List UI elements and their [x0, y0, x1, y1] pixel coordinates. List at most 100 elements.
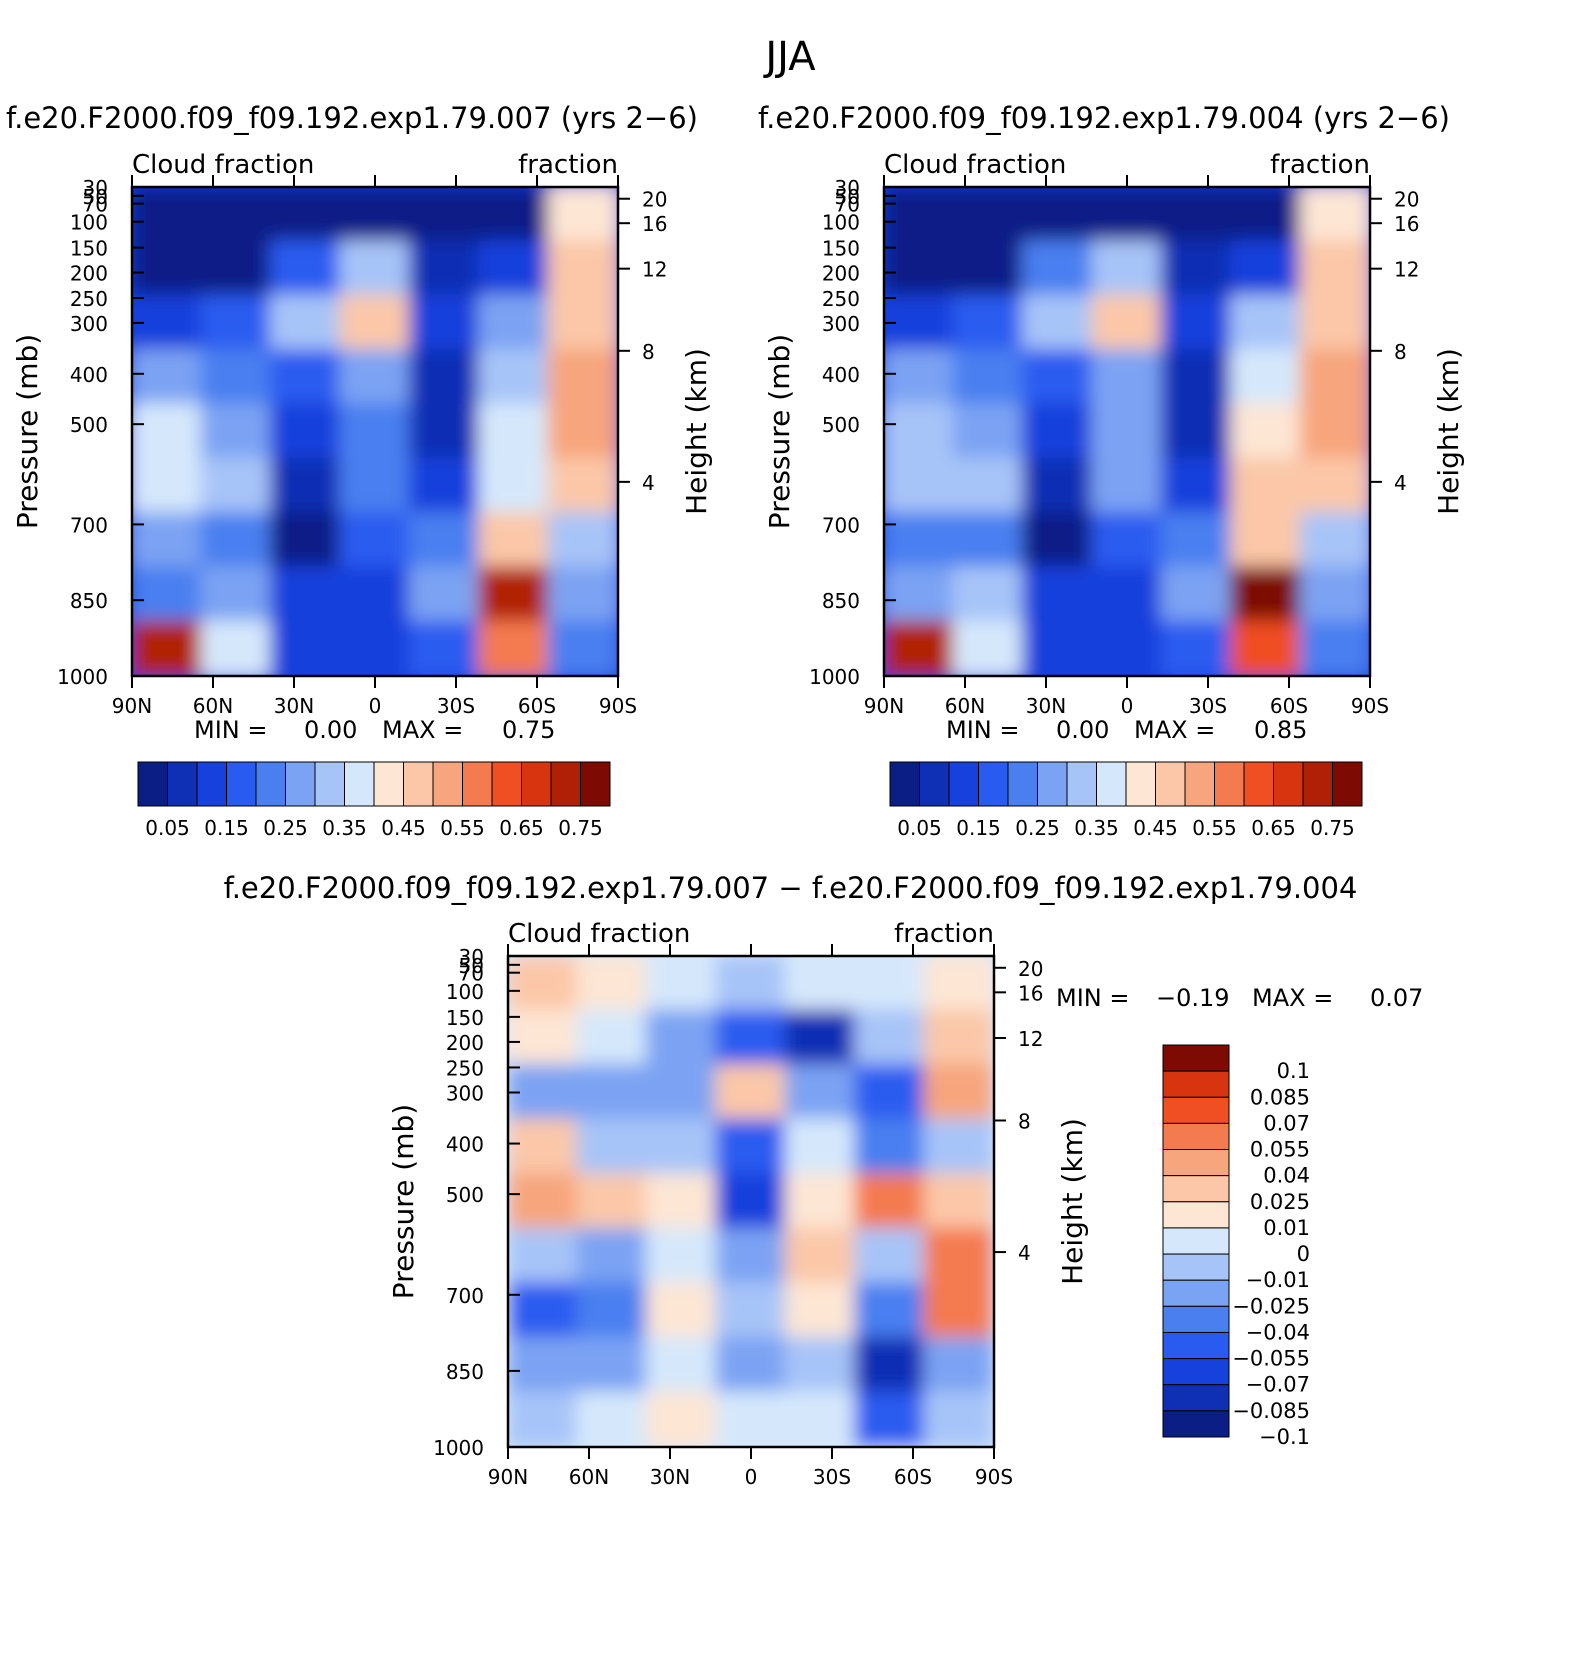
contour-cell [132, 566, 203, 623]
contour-cell [478, 566, 550, 623]
pressure-tick-label: 150 [446, 1006, 484, 1030]
contour-cell [200, 566, 272, 623]
contour-cell [576, 1227, 648, 1285]
panel-right-label: fraction [1270, 150, 1370, 180]
pressure-tick-label: 100 [70, 211, 108, 235]
panel-title-2: f.e20.F2000.f09_f09.192.exp1.79.004 (yrs… [758, 101, 1450, 135]
panel-title-1: f.e20.F2000.f09_f09.192.exp1.79.007 (yrs… [6, 101, 698, 135]
contour-cell [547, 403, 618, 460]
pressure-tick-label: 500 [446, 1183, 484, 1207]
pressure-tick-label: 850 [446, 1360, 484, 1384]
colorbar-tick-label: −0.07 [1246, 1373, 1310, 1397]
colorbar-swatch [1162, 1175, 1230, 1203]
contour-cell [132, 620, 203, 676]
contour-cell [1299, 403, 1370, 460]
contour-cell [200, 512, 272, 569]
contour-cell [1021, 240, 1094, 297]
colorbar-swatch [1125, 761, 1156, 807]
contour-cell [1160, 512, 1233, 569]
max-value: 0.85 [1254, 716, 1307, 744]
contour-cell [1021, 620, 1094, 676]
contour-cell [1091, 512, 1163, 569]
pressure-tick-label: 70 [835, 193, 860, 217]
min-label: MIN = [946, 716, 1019, 744]
pressure-tick-label: 700 [70, 513, 108, 537]
colorbar-swatch [948, 761, 979, 807]
colorbar-swatch [1184, 761, 1215, 807]
contour-cell [1230, 240, 1302, 297]
pressure-tick-label: 30 [459, 945, 484, 969]
contour-cell [200, 349, 272, 406]
contour-cell [132, 512, 203, 569]
pressure-tick-label: 30 [83, 176, 108, 200]
y-axis-label: Pressure (mb) [11, 334, 44, 529]
y2-axis-label: Height (km) [1432, 348, 1465, 515]
contour-cell [547, 294, 618, 351]
contour-cell [854, 1391, 926, 1447]
y2-axis-label: Height (km) [1056, 1118, 1089, 1285]
contour-cell [269, 403, 342, 460]
contour-cell [576, 1391, 648, 1447]
colorbar-swatch [432, 761, 463, 807]
plot-panel-3: 3050701001502002503004005007008501000201… [387, 919, 1423, 1489]
contour-cell [547, 566, 618, 623]
contour-cell [1091, 403, 1163, 460]
height-tick-label: 12 [1018, 1027, 1043, 1051]
pressure-tick-label: 700 [446, 1284, 484, 1308]
contour-cell [478, 620, 550, 676]
contour-cell [784, 1336, 857, 1394]
pressure-tick-label: 50 [835, 185, 860, 209]
pressure-tick-label: 150 [70, 237, 108, 261]
colorbar-tick-label: −0.1 [1259, 1425, 1310, 1449]
colorbar-swatch [978, 761, 1009, 807]
colorbar-swatch [521, 761, 552, 807]
lat-tick-label: 60N [945, 694, 985, 718]
colorbar-tick-label: 0.05 [145, 816, 190, 840]
colorbar-swatch [1162, 1358, 1230, 1386]
contour-cell [1230, 187, 1302, 243]
contour-cell [547, 512, 618, 569]
contour-cell [645, 1118, 718, 1176]
contour-cell [408, 187, 481, 243]
lat-tick-label: 60N [569, 1465, 609, 1489]
contour-cell [1160, 294, 1233, 351]
colorbar-swatch [1066, 761, 1097, 807]
colorbar-1: 0.05 0.15 0.25 0.35 0.45 0.55 0.65 0.75 [137, 761, 611, 840]
colorbar-swatch [919, 761, 950, 807]
contour-cell [715, 1009, 787, 1067]
contour-cell [547, 457, 618, 514]
contour-cell [784, 1009, 857, 1067]
contour-cell [269, 620, 342, 676]
colorbar-swatch [1007, 761, 1038, 807]
lat-tick-label: 30S [437, 694, 475, 718]
lat-tick-label: 30S [1189, 694, 1227, 718]
contour-cell [884, 187, 955, 243]
lat-tick-label: 60S [894, 1465, 932, 1489]
pressure-tick-label: 850 [822, 589, 860, 613]
panel-title-diff: f.e20.F2000.f09_f09.192.exp1.79.007 − f.… [223, 871, 1358, 905]
colorbar-tick-label: 0.055 [1250, 1138, 1310, 1162]
contour-cell [884, 403, 955, 460]
colorbar-swatch [1162, 1070, 1230, 1098]
contour-cell [408, 349, 481, 406]
plot-panel-2: 3050701001502002503004005007008501000201… [763, 150, 1465, 744]
contour-cell [547, 187, 618, 243]
contour-field [884, 187, 1370, 676]
colorbar-tick-label: 0.15 [956, 816, 1001, 840]
contour-cell [952, 512, 1024, 569]
contour-cell [1230, 457, 1302, 514]
contour-cell [508, 956, 579, 1012]
lat-tick-label: 30N [1026, 694, 1066, 718]
lat-tick-label: 30N [650, 1465, 690, 1489]
contour-cell [1091, 457, 1163, 514]
height-tick-label: 12 [1394, 258, 1419, 282]
contour-cell [1021, 349, 1094, 406]
contour-cell [784, 1064, 857, 1121]
colorbar-tick-label: −0.025 [1232, 1294, 1310, 1318]
contour-cell [269, 240, 342, 297]
height-tick-label: 8 [1394, 340, 1407, 364]
contour-cell [1299, 294, 1370, 351]
contour-cell [478, 457, 550, 514]
contour-cell [339, 240, 411, 297]
pressure-tick-label: 1000 [809, 665, 860, 689]
